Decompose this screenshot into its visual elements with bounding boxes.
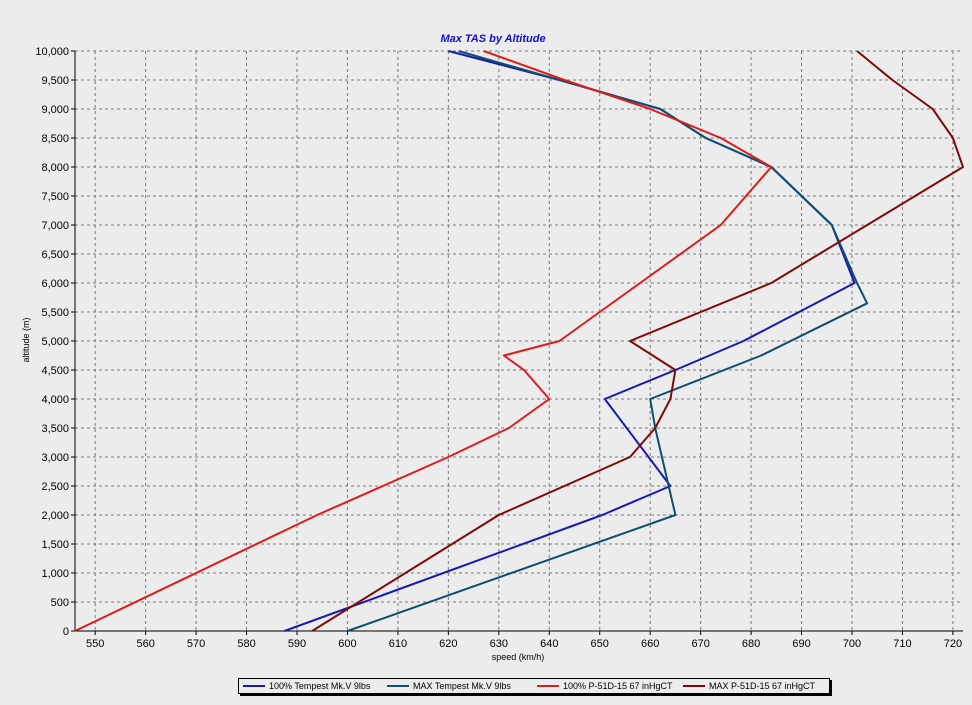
x-tick-label: 580 xyxy=(237,638,255,650)
x-tick-label: 720 xyxy=(944,638,962,650)
x-tick-label: 610 xyxy=(389,638,407,650)
x-tick-label: 640 xyxy=(540,638,558,650)
series-line-3 xyxy=(74,50,773,632)
x-axis-label: speed (km/h) xyxy=(492,652,545,662)
grid xyxy=(75,50,963,632)
x-tick-label: 560 xyxy=(136,638,154,650)
legend-swatch xyxy=(537,685,559,687)
y-tick-label: 1,500 xyxy=(41,539,69,551)
x-tick-label: 650 xyxy=(591,638,609,650)
legend-item: 100% Tempest Mk.V 9lbs xyxy=(239,679,383,693)
y-tick-label: 4,500 xyxy=(41,365,69,377)
x-tick-label: 660 xyxy=(641,638,659,650)
y-tick-label: 0 xyxy=(63,626,69,638)
y-tick-label: 10,000 xyxy=(35,46,69,58)
y-tick-label: 500 xyxy=(51,597,69,609)
y-tick-label: 2,000 xyxy=(41,510,69,522)
y-tick-label: 4,000 xyxy=(41,394,69,406)
x-tick-label: 700 xyxy=(843,638,861,650)
legend-label: 100% P-51D-15 67 inHgCT xyxy=(563,681,673,691)
legend-item: MAX P-51D-15 67 inHgCT xyxy=(679,679,829,693)
legend-item: 100% P-51D-15 67 inHgCT xyxy=(533,679,679,693)
y-tick-label: 9,500 xyxy=(41,75,69,87)
x-tick-label: 680 xyxy=(742,638,760,650)
y-tick-label: 5,500 xyxy=(41,307,69,319)
legend-swatch xyxy=(683,685,705,687)
y-tick-label: 3,500 xyxy=(41,423,69,435)
y-tick-label: 8,000 xyxy=(41,162,69,174)
legend-label: MAX Tempest Mk.V 9lbs xyxy=(413,681,511,691)
y-tick-label: 8,500 xyxy=(41,133,69,145)
plot-area xyxy=(74,50,964,632)
series-line-4 xyxy=(311,50,964,632)
x-tick-label: 690 xyxy=(792,638,810,650)
y-tick-label: 5,000 xyxy=(41,336,69,348)
y-tick-label: 9,000 xyxy=(41,104,69,116)
y-tick-label: 1,000 xyxy=(41,568,69,580)
x-tick-label: 600 xyxy=(338,638,356,650)
legend: 100% Tempest Mk.V 9lbs MAX Tempest Mk.V … xyxy=(238,678,830,694)
y-tick-label: 6,500 xyxy=(41,249,69,261)
x-tick-label: 670 xyxy=(691,638,709,650)
y-tick-label: 2,500 xyxy=(41,481,69,493)
x-tick-label: 590 xyxy=(288,638,306,650)
x-tick-label: 620 xyxy=(439,638,457,650)
y-tick-label: 7,000 xyxy=(41,220,69,232)
legend-label: 100% Tempest Mk.V 9lbs xyxy=(269,681,371,691)
chart-title: Max TAS by Altitude xyxy=(440,33,545,45)
y-tick-label: 7,500 xyxy=(41,191,69,203)
x-tick-label: 570 xyxy=(187,638,205,650)
y-tick-label: 6,000 xyxy=(41,278,69,290)
y-axis-label: altitude (m) xyxy=(21,317,31,362)
x-tick-label: 550 xyxy=(86,638,104,650)
x-tick-label: 630 xyxy=(490,638,508,650)
axes: 550 560 570 580 590 600 610 620 630 640 650 660 670 6… xyxy=(35,46,963,650)
x-tick-label: 710 xyxy=(893,638,911,650)
legend-swatch xyxy=(243,685,265,687)
legend-swatch xyxy=(387,685,409,687)
legend-item: MAX Tempest Mk.V 9lbs xyxy=(383,679,533,693)
legend-label: MAX P-51D-15 67 inHgCT xyxy=(709,681,816,691)
y-tick-label: 3,000 xyxy=(41,452,69,464)
